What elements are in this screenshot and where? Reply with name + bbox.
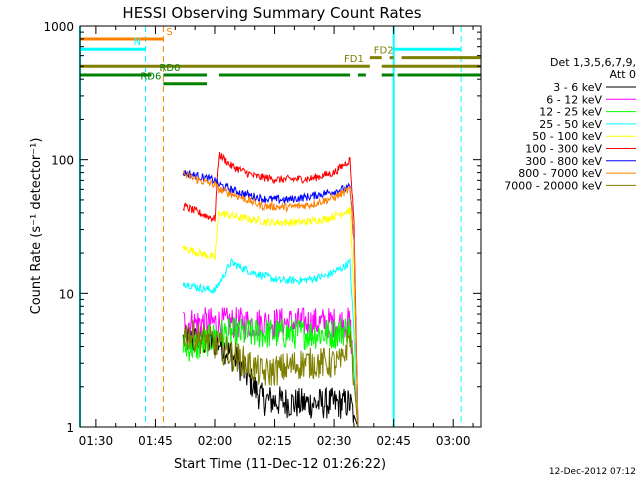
legend-entry: 800 - 7000 keV — [518, 167, 602, 180]
legend-header: Det 1,3,5,6,7,9, — [550, 56, 636, 69]
x-axis-label: Start Time (11-Dec-12 01:26:22) — [174, 457, 386, 472]
series-line — [182, 323, 359, 428]
series-line — [182, 152, 359, 428]
legend-header: Att 0 — [610, 68, 636, 81]
flag-label: FD2 — [374, 46, 394, 57]
x-tick-label: 03:00 — [436, 434, 471, 448]
chart-title: HESSI Observing Summary Count Rates — [122, 4, 421, 22]
series-line — [182, 320, 359, 428]
x-tick-label: 02:00 — [198, 434, 233, 448]
legend-entry: 12 - 25 keV — [539, 106, 602, 119]
series-line — [182, 207, 359, 428]
plot-timestamp: 12-Dec-2012 07:12 — [549, 467, 636, 477]
legend-entry: 100 - 300 keV — [525, 143, 602, 156]
x-tick-label: 02:30 — [317, 434, 352, 448]
x-tick-label: 01:45 — [138, 434, 173, 448]
y-tick-label: 100 — [51, 154, 74, 168]
series-line — [182, 257, 359, 428]
series-line — [182, 169, 359, 428]
x-axis: 01:30 01:45 02:00 02:15 02:30 02:45 03:00 — [79, 26, 474, 448]
plot-frame — [79, 25, 482, 428]
legend-entry: 3 - 6 keV — [553, 81, 602, 94]
flag-label: RD6 — [140, 72, 161, 83]
legend-entry: 25 - 50 keV — [539, 118, 602, 131]
x-tick-label: 02:45 — [376, 434, 411, 448]
y-tick-label: 1 — [66, 421, 74, 435]
legend-entry: 300 - 800 keV — [525, 155, 602, 168]
y-axis: 1 10 100 1000 — [43, 20, 481, 435]
flag-label: N — [134, 37, 141, 48]
y-axis-label: Count Rate (s⁻¹ detector⁻¹) — [29, 138, 44, 315]
flag-label: FD1 — [344, 54, 364, 65]
x-tick-label: 02:15 — [257, 434, 292, 448]
legend-entry: 7000 - 20000 keV — [504, 179, 602, 192]
series-line — [183, 307, 359, 428]
series-line — [182, 169, 359, 428]
legend-entry: 50 - 100 keV — [532, 130, 602, 143]
x-tick-label: 01:30 — [79, 434, 114, 448]
series-line — [182, 316, 359, 428]
y-tick-label: 10 — [59, 287, 74, 301]
data-series — [182, 152, 359, 428]
flag-label: RD0 — [159, 63, 180, 74]
y-tick-label: 1000 — [43, 20, 74, 34]
flag-label: S — [166, 27, 172, 38]
legend-entry: 6 - 12 keV — [546, 93, 602, 106]
